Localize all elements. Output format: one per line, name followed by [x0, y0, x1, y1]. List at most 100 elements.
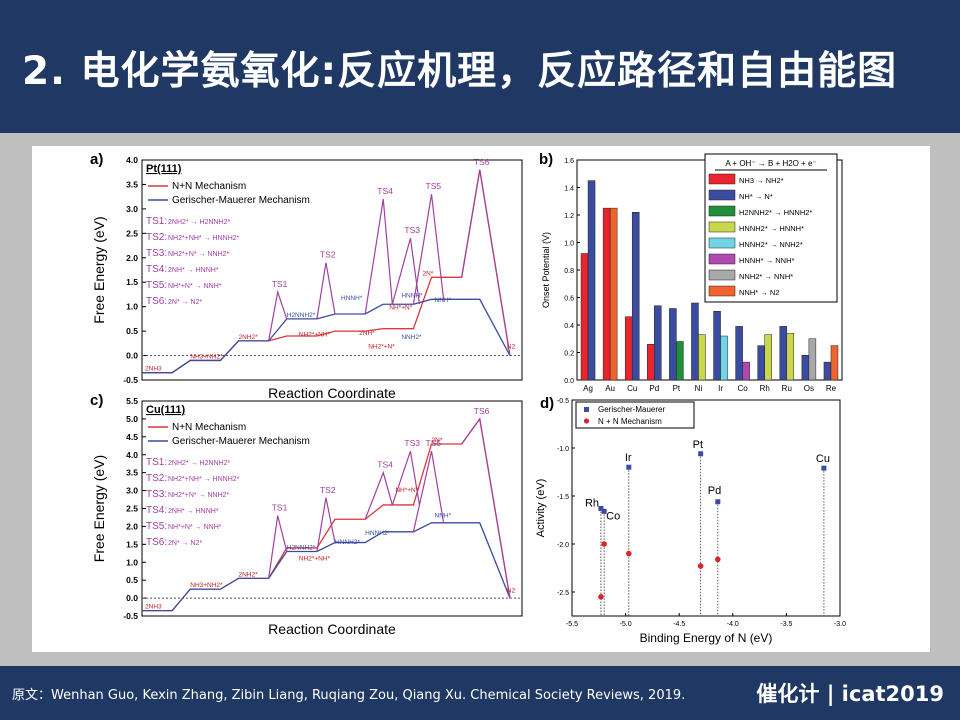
legend-swatch: [583, 418, 590, 424]
x-tick-label: -3.0: [834, 621, 846, 628]
y-tick-label: 5.0: [126, 414, 138, 424]
legend-swatch: [708, 221, 736, 233]
y-tick-label: -1.5: [557, 494, 569, 501]
ts-list-name: TS2:: [146, 232, 167, 243]
ts-list-reaction: 2N* → N2*: [168, 299, 203, 306]
legend-entry: NH* → N*: [739, 192, 773, 201]
element-label: Ir: [625, 452, 632, 464]
ts-list-reaction: NH*+N* → NNH*: [168, 524, 222, 531]
y-tick-label: -0.5: [123, 611, 138, 621]
bar: [735, 326, 743, 381]
bar: [669, 308, 677, 381]
plot-frame: [141, 159, 523, 381]
y-tick-label: 2.0: [126, 253, 138, 263]
ts-list-name: TS1:: [146, 457, 167, 468]
ts-list-name: TS6:: [146, 537, 167, 548]
ts-list-name: TS5:: [146, 280, 167, 291]
ts-label: TS5: [426, 181, 442, 191]
y-tick-label: 0.5: [126, 326, 138, 336]
surface-label: Cu(111): [146, 404, 185, 416]
level-label: 2NH3: [145, 366, 162, 373]
y-tick-label: 1.6: [564, 158, 574, 165]
y-tick-label: 3.5: [126, 179, 138, 189]
source-citation: 原文：Wenhan Guo, Kexin Zhang, Zibin Liang,…: [12, 688, 686, 703]
y-tick-label: 1.4: [564, 186, 574, 193]
element-label: Co: [606, 510, 620, 522]
x-tick-label: Co: [738, 384, 749, 393]
x-tick-label: -4.0: [727, 621, 739, 628]
y-tick-label: 0.0: [126, 593, 138, 603]
legend-nn: N+N Mechanism: [172, 181, 246, 192]
ts-list-reaction: NH2*+NH* → HNNH2*: [168, 476, 240, 483]
level-label: NNH*: [435, 297, 452, 304]
bar: [742, 361, 750, 381]
ts-list-reaction: 2NH2* → H2NNH2*: [168, 219, 231, 226]
level-label: NH3+NH2*: [190, 353, 223, 360]
ts-list-reaction: NH2*+N* → NNH2*: [168, 492, 230, 499]
panel-letter: c): [90, 392, 103, 409]
level-label: NH*+N*: [395, 487, 418, 494]
y-axis-label: Free Energy (eV): [91, 455, 107, 562]
ts-list-reaction: 2NH* → HNNH*: [168, 508, 219, 515]
legend-swatch: [708, 173, 736, 185]
legend-entry: NH3 → NH2*: [739, 176, 784, 185]
y-tick-label: 1.0: [564, 241, 574, 248]
x-axis-label: Reaction Coordinate: [268, 621, 396, 637]
ts-label: TS6: [474, 406, 490, 416]
y-tick-label: -2.5: [557, 590, 569, 597]
x-tick-label: Os: [804, 384, 814, 393]
legend-entry: NNH* → N2: [739, 288, 779, 297]
y-tick-label: 0.8: [564, 268, 574, 275]
level-label: HNNH*: [401, 292, 423, 299]
legend-swatch: [584, 407, 589, 412]
ts-list-name: TS6:: [146, 296, 167, 307]
ts-peak: [268, 289, 288, 341]
ts-list-name: TS4:: [146, 264, 167, 275]
series-line-gm: [142, 298, 511, 374]
legend-entry: HNNH2* → HNNH*: [739, 224, 804, 233]
x-tick-label: -3.5: [780, 621, 792, 628]
y-tick-label: 3.5: [126, 468, 138, 478]
y-tick-label: 4.0: [126, 450, 138, 460]
bar: [713, 311, 721, 381]
ts-peak: [461, 417, 511, 599]
level-label: 2N*: [422, 270, 433, 277]
bar: [580, 253, 589, 381]
x-tick-label: Re: [826, 384, 837, 393]
y-tick-label: 0.4: [564, 323, 574, 330]
x-tick-label: Pt: [673, 384, 681, 393]
legend-gm: Gerischer-Mauerer Mechanism: [172, 195, 310, 206]
bar: [801, 355, 810, 381]
y-tick-label: 1.5: [126, 539, 138, 549]
ts-peak: [364, 470, 393, 520]
panel-letter: a): [90, 151, 103, 168]
y-tick-label: 4.5: [126, 432, 138, 442]
ts-list-name: TS5:: [146, 521, 167, 532]
y-tick-label: 5.5: [126, 396, 138, 406]
ts-peak: [316, 497, 336, 552]
panel-letter: b): [539, 151, 553, 168]
bar: [779, 326, 788, 381]
scatter-point: [601, 541, 607, 547]
legend-entry: HNNH2* → NNH2*: [739, 240, 803, 249]
level-label: NNH2*: [401, 334, 422, 341]
bar: [624, 316, 633, 381]
level-label: N2: [507, 344, 516, 351]
x-tick-label: Pd: [649, 384, 659, 393]
ts-list-reaction: 2NH2* → H2NNH2*: [168, 460, 231, 467]
page-title: 2. 电化学氨氧化:反应机理，反应路径和自由能图: [22, 49, 898, 94]
y-axis-label: Onset Potential (V): [541, 232, 551, 308]
ts-list-reaction: 2N* → N2*: [168, 540, 203, 547]
header-bar: 2. 电化学氨氧化:反应机理，反应路径和自由能图: [0, 0, 960, 133]
legend-swatch: [708, 205, 736, 217]
element-label: Cu: [816, 453, 830, 465]
level-label: HNNH2*: [365, 530, 390, 537]
x-axis-label: Binding Energy of N (eV): [640, 631, 773, 645]
bar: [764, 334, 772, 381]
brand-logo: 催化计 | icat2019: [756, 682, 944, 706]
ts-list-name: TS1:: [146, 216, 167, 227]
y-tick-label: 0.6: [564, 296, 574, 303]
scatter-point: [698, 451, 704, 457]
bar: [720, 335, 728, 381]
bar: [676, 341, 684, 381]
